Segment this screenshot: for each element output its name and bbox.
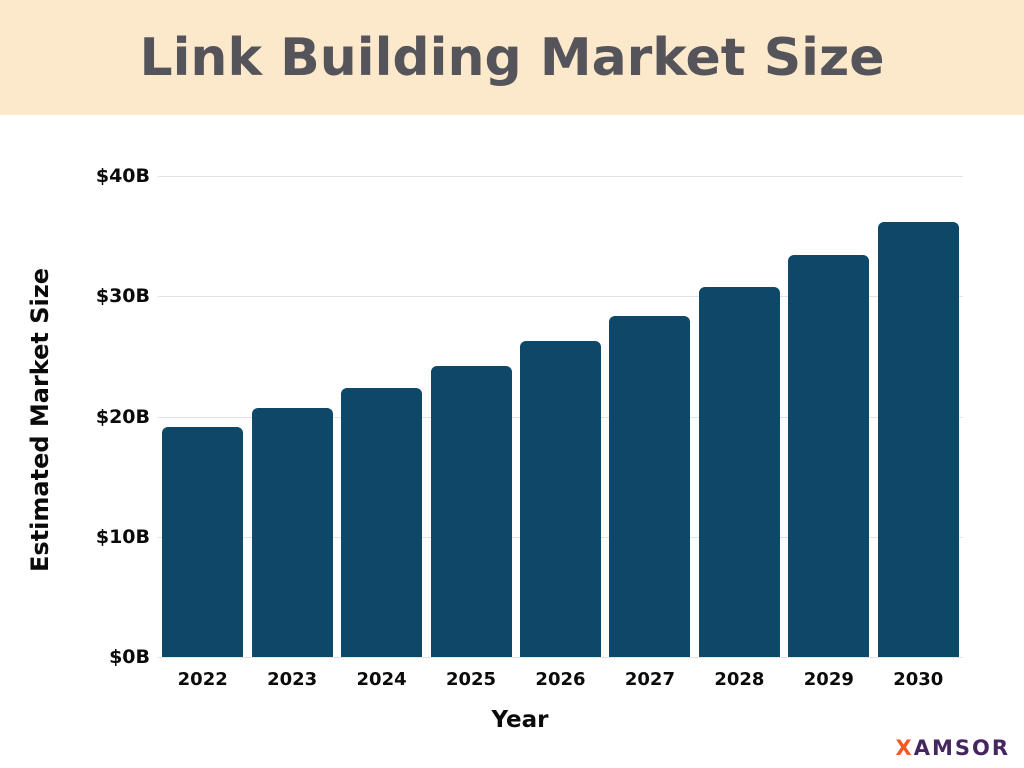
x-axis-tick-labels: 2022 2023 2024 2025 2026 2027 2028 2029 2030 [158, 663, 963, 693]
x-tick-label-2029: 2029 [803, 669, 854, 690]
x-tick-label-2026: 2026 [535, 669, 586, 690]
chart-title: Link Building Market Size [139, 27, 885, 88]
x-tick-label-2022: 2022 [177, 669, 228, 690]
bar-2030 [877, 221, 959, 657]
y-tick-label-20B: $20B [95, 405, 150, 428]
bar-2026 [520, 340, 601, 657]
brand-logo-text: AMSOR [913, 736, 1010, 760]
y-axis-tick-labels: $0B $10B $20B $30B $40B [55, 165, 150, 668]
gridline-30B [158, 296, 963, 298]
x-tick-label-2028: 2028 [714, 669, 765, 690]
gridline-0B [158, 657, 963, 658]
bar-2024 [341, 387, 423, 657]
y-tick-label-10B: $10B [95, 525, 150, 548]
brand-logo-prefix: X [895, 736, 914, 760]
bar-2023 [251, 408, 333, 657]
bar-2028 [698, 286, 780, 657]
bar-2027 [609, 315, 691, 657]
plot-area [158, 176, 963, 658]
gridline-40B [158, 176, 963, 177]
x-tick-label-2030: 2030 [893, 669, 944, 690]
bar-2022 [162, 427, 244, 657]
y-tick-label-0B: $0B [109, 646, 150, 668]
x-axis-title: Year [491, 707, 549, 733]
x-tick-label-2025: 2025 [445, 669, 497, 690]
x-tick-label-2027: 2027 [624, 669, 675, 690]
header-band: Link Building Market Size [0, 0, 1024, 115]
y-axis-title: Estimated Market Size [26, 268, 54, 572]
x-tick-label-2024: 2024 [356, 669, 407, 690]
brand-logo: XAMSOR [896, 736, 1011, 760]
bar-2029 [788, 255, 870, 657]
y-tick-label-30B: $30B [95, 285, 150, 308]
bar-chart: Estimated Market Size $0B $10B $20B $30B $40… [0, 115, 1024, 768]
y-tick-label-40B: $40B [95, 165, 150, 187]
bar-2025 [430, 366, 512, 657]
x-tick-label-2023: 2023 [267, 669, 318, 690]
